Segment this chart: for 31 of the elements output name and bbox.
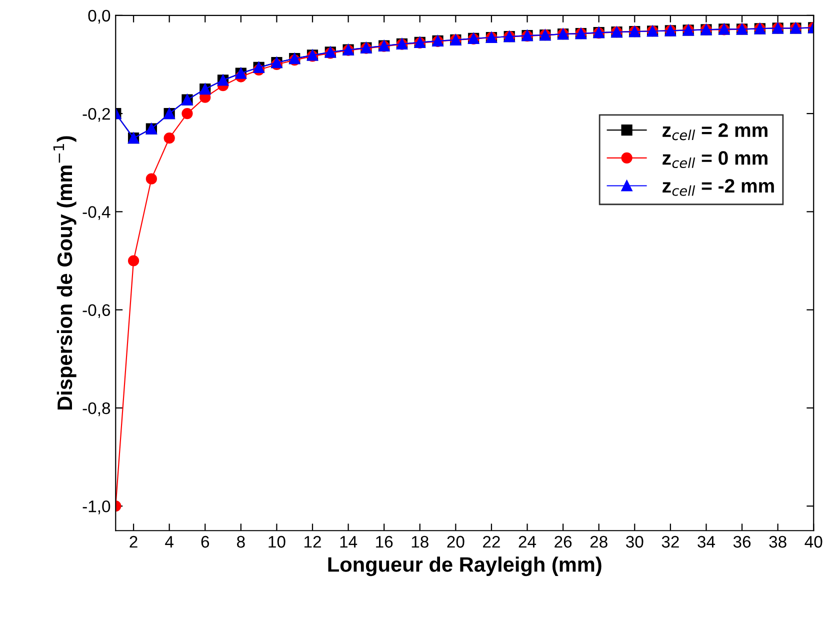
- y-tick-label: -0,8: [82, 402, 110, 416]
- x-tick-label: 20: [447, 536, 464, 548]
- x-tick-label: 10: [268, 536, 286, 548]
- x-tick-label: 40: [804, 536, 822, 548]
- x-tick-label: 6: [201, 536, 210, 548]
- y-tick-label: -1,0: [82, 500, 110, 514]
- x-tick-label: 36: [733, 536, 751, 548]
- x-tick-label: 8: [237, 536, 245, 548]
- x-tick-label: 26: [554, 536, 572, 548]
- x-axis-title: Longueur de Rayleigh (mm): [328, 556, 602, 576]
- x-tick-label: 4: [165, 536, 174, 548]
- x-tick-label: 28: [590, 536, 608, 548]
- legend-label: z$_{cell}$ = 0 mm: [662, 151, 768, 168]
- x-tick-label: 22: [483, 536, 500, 548]
- x-tick-label: 38: [769, 536, 786, 548]
- legend-label: z$_{cell}$ = -2 mm: [662, 178, 774, 196]
- x-tick-label: 12: [304, 536, 321, 548]
- x-tick-label: 30: [626, 536, 644, 548]
- y-axis-title: Dispersion de Gouy (mm$^{−1}$): [53, 136, 76, 410]
- x-tick-label: 16: [376, 536, 393, 548]
- y-tick-label: -0,4: [82, 206, 110, 220]
- legend-label: z$_{cell}$ = 2 mm: [662, 123, 768, 140]
- x-tick-label: 32: [662, 536, 679, 548]
- x-tick-label: 34: [698, 536, 716, 548]
- x-tick-label: 24: [518, 536, 536, 548]
- y-tick-label: 0,0: [88, 10, 110, 24]
- y-tick-label: -0,6: [82, 304, 110, 318]
- x-tick-label: 14: [340, 536, 358, 548]
- x-tick-label: 18: [412, 536, 428, 548]
- x-tick-label: 2: [130, 536, 138, 548]
- y-tick-label: -0,2: [82, 108, 110, 122]
